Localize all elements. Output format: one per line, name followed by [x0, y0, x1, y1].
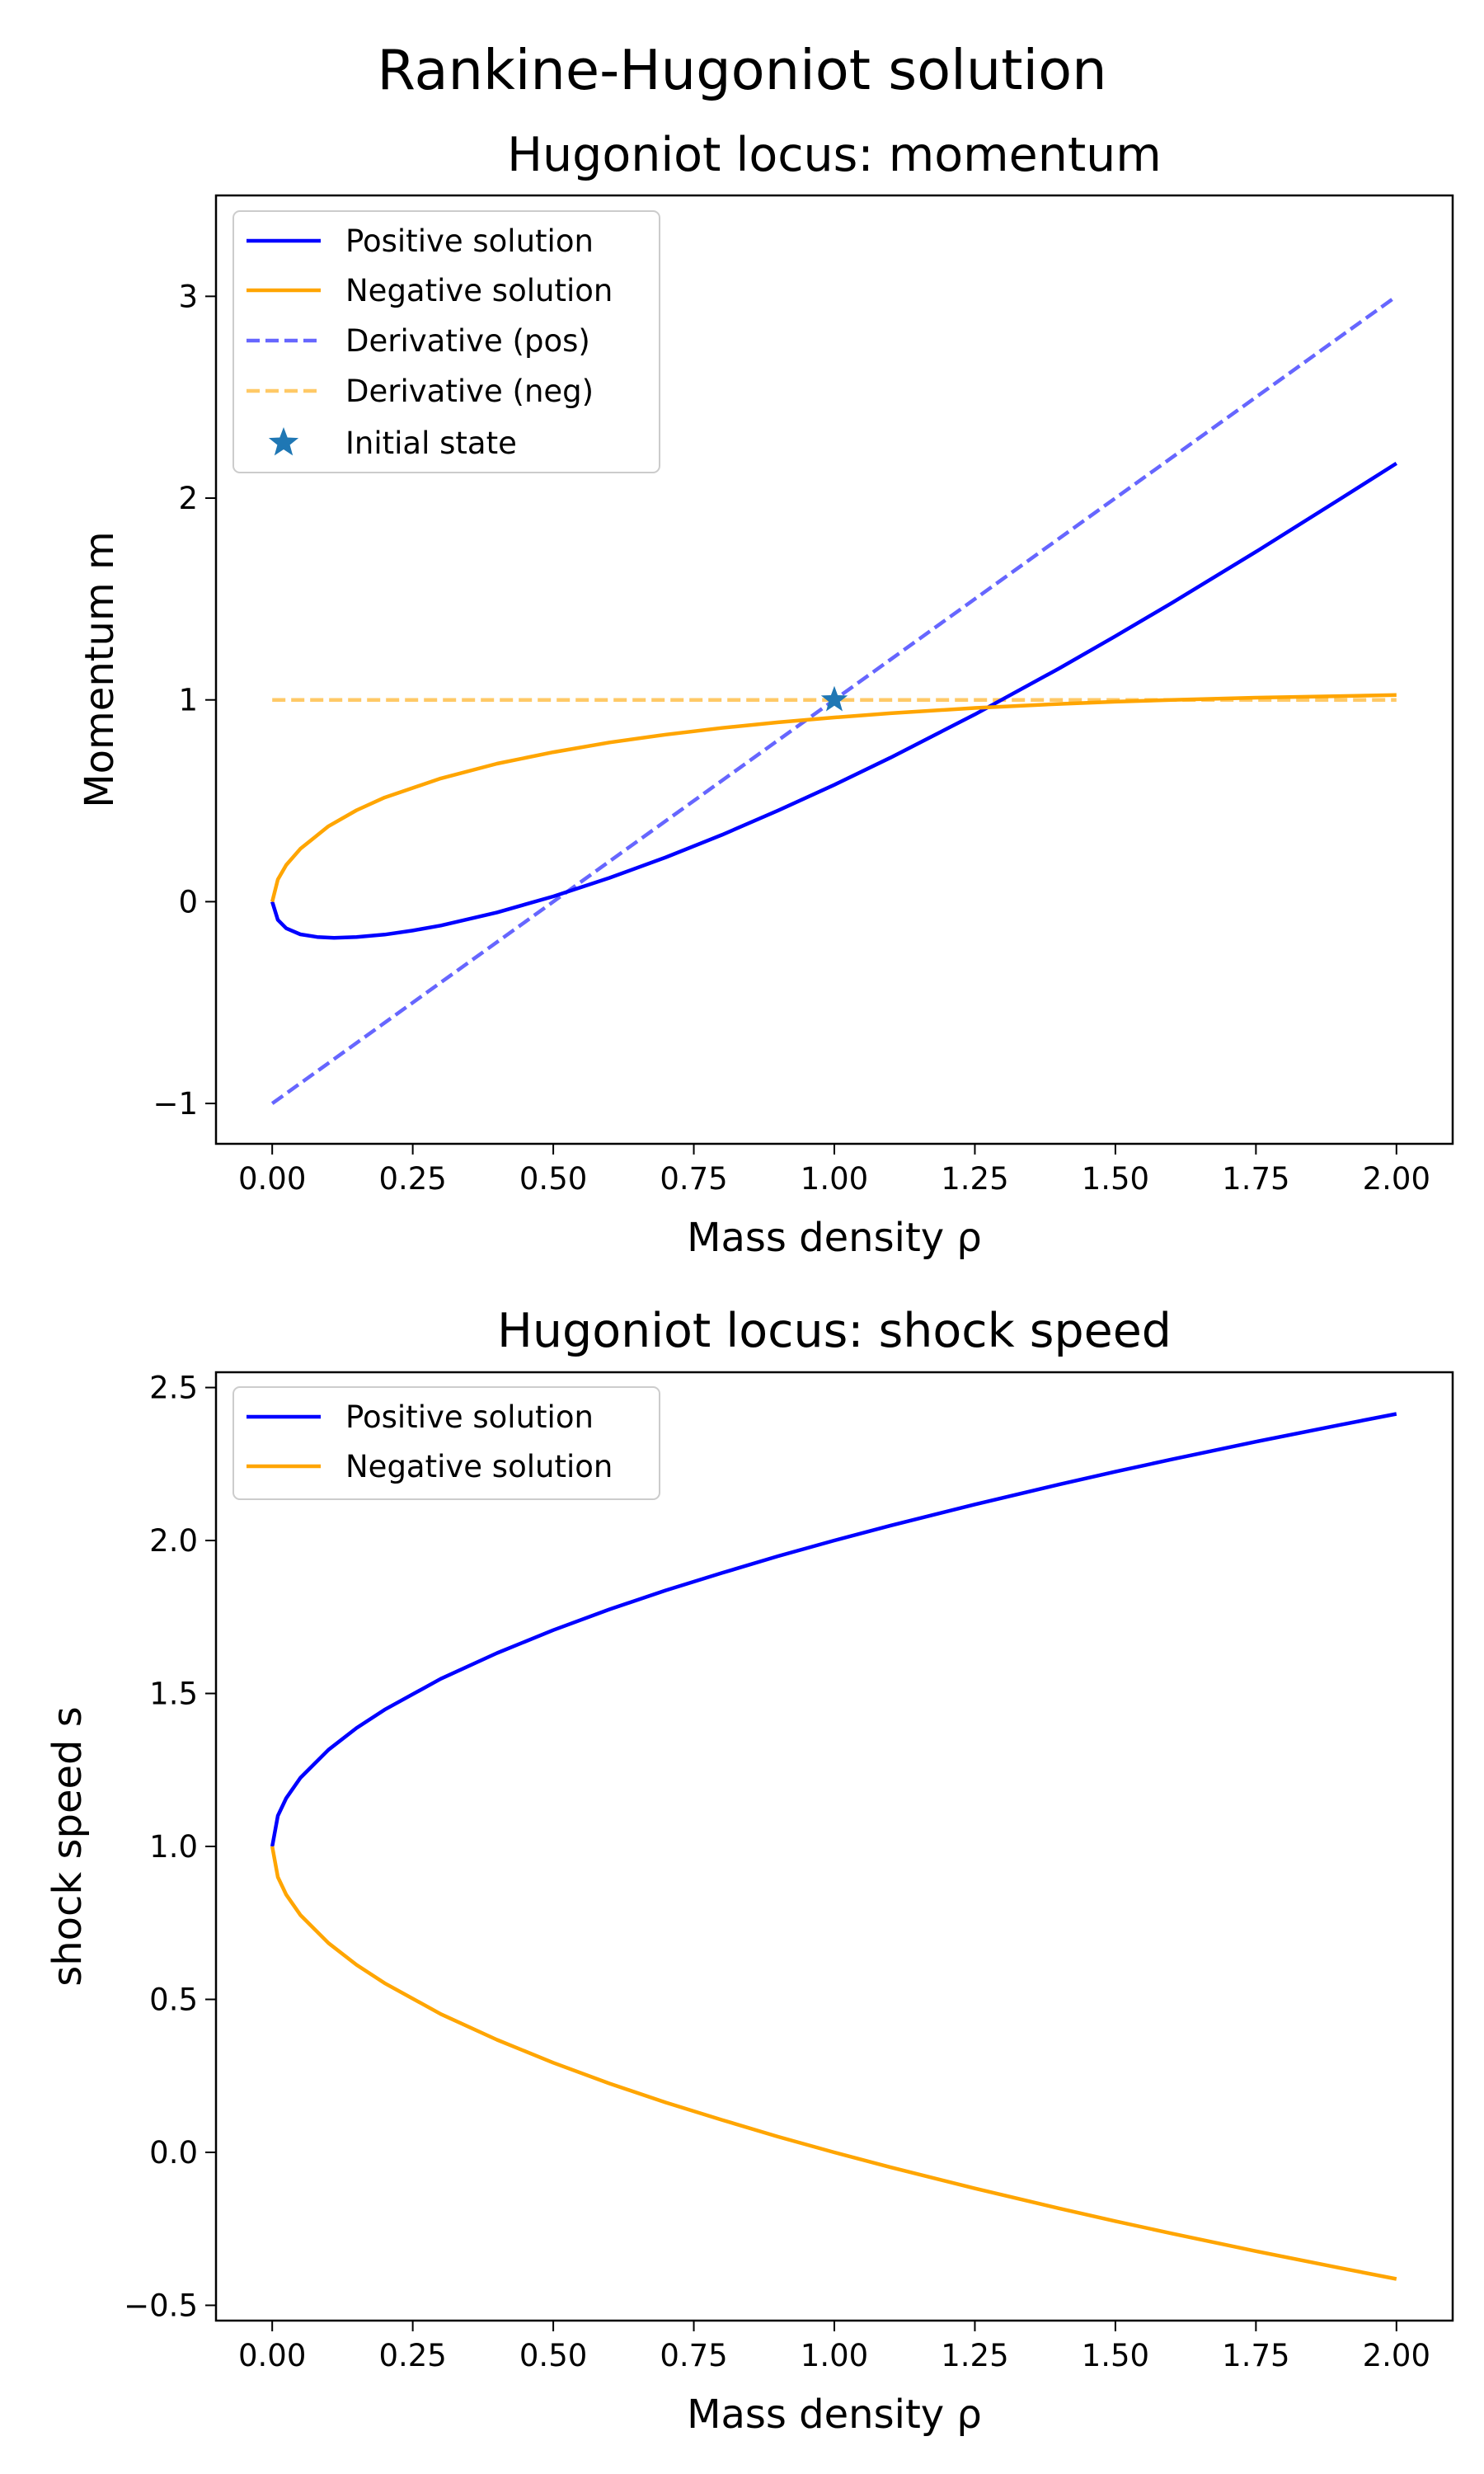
- legend-label-positive: Positive solution: [345, 223, 594, 259]
- shock-speed-ticks: 0.00 0.25 0.50 0.75 1.00 1.25 1.50 1.75 2.00 −0.5…: [124, 1371, 1430, 2373]
- y-tick-label: −1: [153, 1086, 198, 1122]
- shock-speed-chart-title: Hugoniot locus: shock speed: [497, 1304, 1172, 1358]
- momentum-chart-title: Hugoniot locus: momentum: [507, 128, 1162, 182]
- momentum-legend-frame: [232, 210, 660, 473]
- x-tick-label: 0.25: [378, 1161, 446, 1197]
- shock-speed-series: [270, 1412, 1397, 2281]
- y-tick-label: 2.0: [149, 1523, 198, 1559]
- y-tick-label: 1.0: [149, 1829, 198, 1865]
- y-tick-label: 1: [178, 683, 198, 718]
- y-tick-label: 2: [178, 481, 198, 516]
- x-tick-label: 1.75: [1222, 1161, 1289, 1197]
- shock-speed-legend: Positive solution Negative solution: [232, 1386, 660, 1500]
- x-tick-label: 2.00: [1363, 1161, 1430, 1197]
- momentum-series: [270, 294, 1398, 1105]
- y-tick-label: 0.0: [149, 2135, 198, 2171]
- shock-speed-ylabel: shock speed s: [45, 1706, 91, 1987]
- shock-speed-plot-area: [214, 1371, 1454, 2322]
- legend-swatch-initial-state: [268, 427, 299, 456]
- x-tick-label: 1.50: [1082, 2338, 1149, 2373]
- momentum-xlabel: Mass density ρ: [687, 1215, 982, 1261]
- series-positive-solution-line: [270, 461, 1398, 940]
- y-tick-label: 3: [178, 279, 198, 314]
- x-tick-label: 1.75: [1222, 2338, 1289, 2373]
- series-negative-solution-line: [270, 693, 1397, 902]
- x-tick-label: 0.75: [660, 1161, 727, 1197]
- x-tick-label: 1.25: [941, 1161, 1008, 1197]
- shock-speed-legend-frame: [232, 1386, 660, 1500]
- momentum-ticks: 0.00 0.25 0.50 0.75 1.00 1.25 1.50 1.75 2.00 −1 0 1…: [153, 279, 1430, 1197]
- y-tick-label: −0.5: [124, 2288, 198, 2323]
- x-tick-label: 1.25: [941, 2338, 1008, 2373]
- series-negative-solution-line: [270, 1846, 1397, 2281]
- x-tick-label: 2.00: [1363, 2338, 1430, 2373]
- y-tick-label: 0: [178, 884, 198, 920]
- momentum-legend: Positive solution Negative solution Deri…: [232, 210, 660, 473]
- legend-label-negative: Negative solution: [345, 1449, 613, 1484]
- figure-suptitle: Rankine-Hugoniot solution: [377, 38, 1106, 102]
- x-tick-label: 0.50: [519, 1161, 587, 1197]
- series-initial-state-marker: [820, 685, 848, 712]
- momentum-chart: Hugoniot locus: momentum 0.00 0.25 0.50 0.7…: [77, 128, 1454, 1261]
- x-tick-label: 1.00: [801, 2338, 868, 2373]
- momentum-ylabel: Momentum m: [77, 531, 123, 808]
- x-tick-label: 0.50: [519, 2338, 587, 2373]
- y-tick-label: 2.5: [149, 1371, 198, 1406]
- y-tick-label: 1.5: [149, 1677, 198, 1712]
- shock-speed-xlabel: Mass density ρ: [687, 2392, 982, 2438]
- x-tick-label: 0.25: [378, 2338, 446, 2373]
- shock-speed-chart: Hugoniot locus: shock speed 0.00 0.25 0.50…: [45, 1304, 1454, 2438]
- legend-label-derivative-pos: Derivative (pos): [345, 323, 590, 359]
- series-positive-solution-line: [270, 1412, 1397, 1847]
- legend-label-initial-state: Initial state: [345, 426, 517, 461]
- x-tick-label: 1.00: [801, 1161, 868, 1197]
- x-tick-label: 1.50: [1082, 1161, 1149, 1197]
- y-tick-label: 0.5: [149, 1982, 198, 2017]
- x-tick-label: 0.75: [660, 2338, 727, 2373]
- legend-label-positive: Positive solution: [345, 1399, 594, 1435]
- x-tick-label: 0.00: [238, 1161, 306, 1197]
- legend-label-negative: Negative solution: [345, 273, 613, 308]
- legend-label-derivative-neg: Derivative (neg): [345, 374, 594, 409]
- x-tick-label: 0.00: [238, 2338, 306, 2373]
